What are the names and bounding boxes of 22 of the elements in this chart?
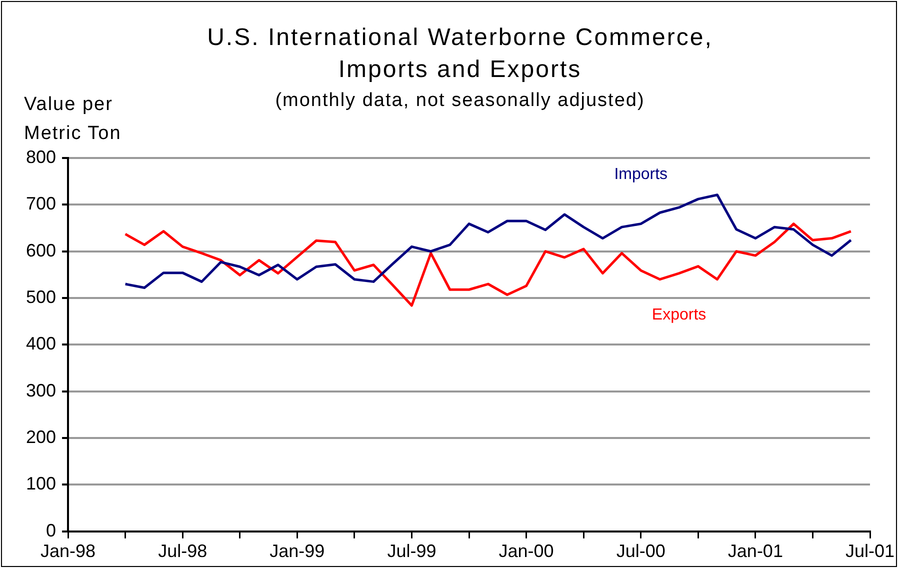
y-tick-label: 100 xyxy=(26,474,56,494)
x-tick-label: Jul-00 xyxy=(616,541,666,562)
x-tick-label: Jan-01 xyxy=(728,541,783,562)
x-tick-label: Jan-99 xyxy=(270,541,325,562)
chart-subtitle: (monthly data, not seasonally adjusted) xyxy=(274,90,646,112)
y-tick-label: 0 xyxy=(46,520,56,540)
y-tick-label: 500 xyxy=(26,286,56,307)
series-label: Exports xyxy=(652,306,706,324)
y-tick-label: 800 xyxy=(26,146,56,167)
chart-title: U.S. International Waterborne Commerce, Imports and Exports xyxy=(206,23,714,85)
series-label: Imports xyxy=(614,166,668,184)
y-tick-label: 200 xyxy=(26,427,56,448)
y-tick-label: 300 xyxy=(26,380,56,400)
x-tick-label: Jan-00 xyxy=(498,541,554,562)
x-tick-label: Jan-98 xyxy=(40,541,96,562)
x-tick-label: Jul-98 xyxy=(158,541,208,562)
x-tick-label: Jul-99 xyxy=(387,541,436,562)
y-tick-label: 600 xyxy=(26,240,56,260)
y-tick-label: 400 xyxy=(26,334,56,354)
y-axis-title: Value per Metric Ton xyxy=(24,93,122,146)
y-tick-label: 700 xyxy=(26,194,56,214)
x-tick-label: Jul-01 xyxy=(845,541,895,562)
